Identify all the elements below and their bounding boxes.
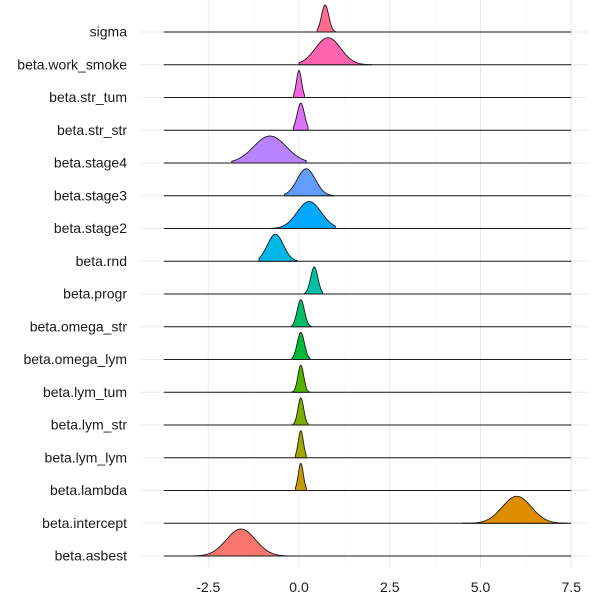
ridge-beta-str-tum — [294, 71, 305, 98]
ridge-beta-work-smoke — [299, 38, 372, 65]
ridge-beta-intercept — [462, 496, 567, 523]
ridge-beta-omega-lym — [292, 333, 310, 360]
y-label: beta.lym_lym — [45, 449, 127, 465]
ridge-beta-omega-str — [292, 300, 312, 327]
y-label: beta.str_tum — [49, 89, 127, 105]
y-label: beta.omega_lym — [23, 351, 127, 367]
ridges — [164, 5, 571, 556]
y-label: beta.stage2 — [54, 220, 127, 236]
y-label: sigma — [90, 24, 128, 40]
x-axis-ticks: -2.5 0.0 2.5 5.0 7.5 — [196, 579, 581, 595]
y-label: beta.stage3 — [54, 187, 127, 203]
ridge-beta-str-str — [294, 103, 309, 130]
x-tick-label: 0.0 — [289, 579, 309, 595]
y-label: beta.lym_str — [51, 417, 128, 433]
y-label: beta.omega_str — [30, 318, 128, 334]
y-label: beta.asbest — [55, 548, 127, 564]
ridge-beta-stage2 — [265, 202, 336, 229]
x-tick-label: -2.5 — [196, 579, 220, 595]
ridge-sigma — [317, 5, 335, 32]
x-tick-label: 5.0 — [471, 579, 491, 595]
ridge-beta-lambda — [295, 464, 306, 491]
y-label: beta.lym_tum — [43, 384, 127, 400]
ridge-beta-lym-lym — [295, 431, 306, 458]
y-label: beta.progr — [63, 286, 127, 302]
y-label: beta.rnd — [76, 253, 127, 269]
x-tick-label: 2.5 — [380, 579, 400, 595]
ridge-beta-lym-tum — [292, 365, 310, 392]
y-label: beta.stage4 — [54, 155, 127, 171]
y-label: beta.str_str — [57, 122, 127, 138]
ridge-beta-lym-str — [292, 398, 308, 425]
y-label: beta.intercept — [42, 515, 127, 531]
ridge-beta-asbest — [190, 529, 288, 556]
x-tick-label: 7.5 — [562, 579, 582, 595]
ridge-beta-rnd — [259, 234, 297, 261]
grid — [141, 0, 588, 568]
ridge-beta-stage3 — [284, 169, 333, 196]
ridge-beta-stage4 — [232, 136, 306, 163]
y-axis-labels: sigma beta.work_smoke beta.str_tum beta.str… — [17, 24, 127, 564]
ridge-beta-progr — [304, 267, 322, 294]
y-label: beta.work_smoke — [17, 56, 127, 72]
y-label: beta.lambda — [50, 482, 127, 498]
